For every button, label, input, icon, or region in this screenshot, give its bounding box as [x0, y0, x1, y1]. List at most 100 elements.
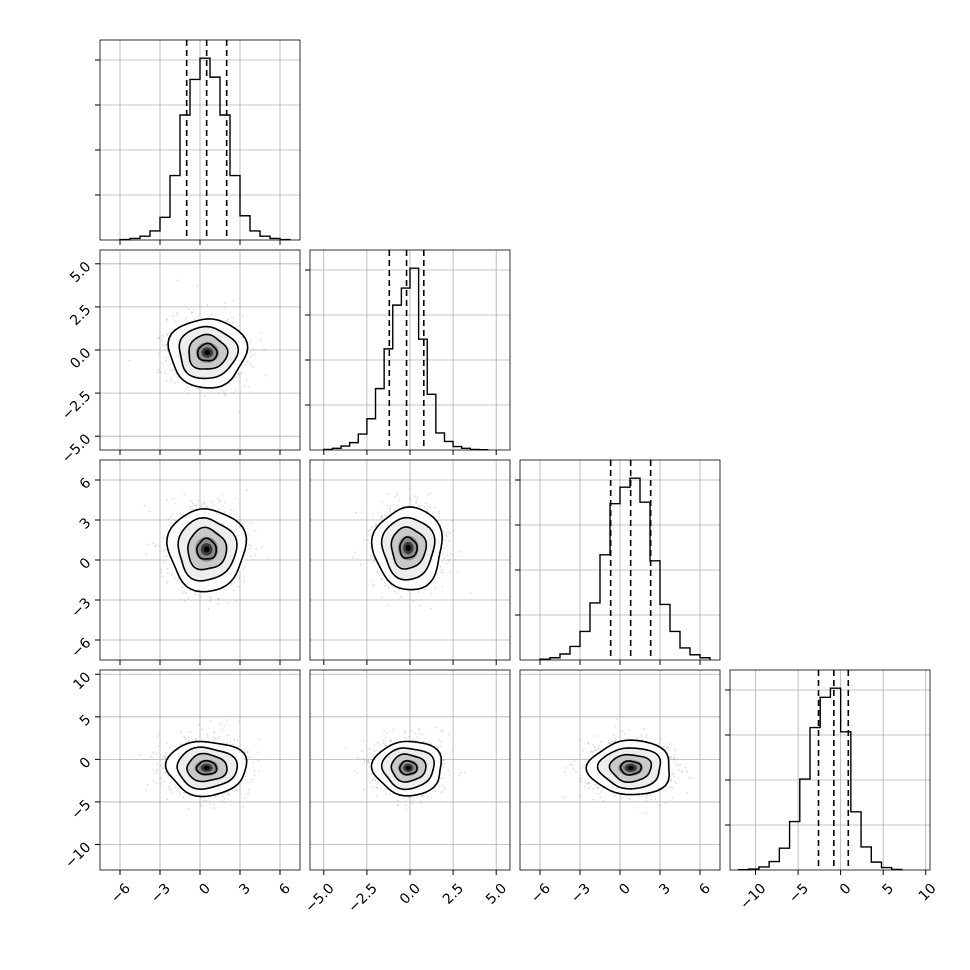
- scatter-point: [164, 772, 166, 775]
- scatter-point: [420, 505, 423, 508]
- scatter-point: [422, 794, 425, 797]
- scatter-point: [170, 572, 173, 575]
- scatter-point: [161, 537, 164, 539]
- scatter-point: [248, 385, 250, 388]
- density-fill: [627, 765, 634, 770]
- scatter-point: [168, 785, 171, 788]
- scatter-point: [176, 580, 179, 583]
- scatter-point: [459, 550, 462, 553]
- scatter-point: [388, 507, 391, 510]
- scatter-point: [368, 748, 371, 751]
- density-fill: [203, 546, 210, 553]
- scatter-point: [189, 507, 192, 510]
- y-tick-label: 3: [77, 515, 95, 533]
- scatter-point: [231, 316, 233, 319]
- scatter-point: [251, 365, 254, 368]
- scatter-point: [439, 570, 442, 573]
- scatter-point: [445, 562, 448, 565]
- scatter-point: [220, 386, 222, 389]
- scatter-point: [426, 795, 429, 798]
- scatter-point: [201, 728, 203, 731]
- scatter-point: [233, 589, 236, 592]
- contour-line: [380, 747, 436, 791]
- scatter-point: [415, 499, 418, 502]
- scatter-point: [441, 785, 444, 788]
- scatter-point: [161, 575, 164, 578]
- scatter-point: [375, 786, 378, 789]
- scatter-point: [408, 496, 411, 499]
- scatter-point: [419, 733, 422, 735]
- scatter-point: [199, 803, 202, 806]
- panel-frame: [729, 669, 931, 871]
- contour-line: [399, 759, 418, 776]
- scatter-point: [592, 751, 595, 754]
- scatter-point: [573, 759, 576, 762]
- x-tick-label: −10: [737, 881, 769, 913]
- contour-line: [195, 759, 218, 776]
- scatter-point: [681, 770, 683, 773]
- scatter-point: [237, 373, 240, 376]
- scatter-point: [448, 773, 451, 776]
- scatter-point: [445, 534, 448, 537]
- scatter-point: [252, 348, 255, 351]
- scatter-point: [429, 492, 432, 495]
- scatter-point: [673, 780, 676, 783]
- scatter-point: [162, 766, 164, 769]
- scatter-point: [430, 592, 433, 595]
- scatter-point: [423, 795, 425, 798]
- scatter-point: [614, 740, 616, 742]
- scatter-point: [232, 299, 235, 302]
- scatter-point: [155, 752, 158, 755]
- scatter-point: [150, 755, 153, 758]
- panel-content: [128, 279, 267, 413]
- scatter-point: [459, 771, 462, 774]
- scatter-point: [188, 795, 191, 798]
- scatter-point: [372, 778, 375, 781]
- scatter-point: [374, 523, 377, 525]
- scatter-point: [641, 795, 644, 798]
- x-tick-label: 5.0: [483, 881, 510, 908]
- scatter-point: [382, 729, 385, 732]
- scatter-point: [426, 508, 429, 511]
- scatter-point: [223, 801, 226, 804]
- scatter-point: [587, 741, 590, 744]
- scatter-point: [230, 582, 233, 585]
- scatter-point: [388, 508, 391, 511]
- scatter-point: [440, 777, 443, 779]
- scatter-point: [228, 793, 231, 796]
- joint-panel-0-2: [95, 459, 301, 665]
- scatter-point: [383, 514, 386, 517]
- scatter-point: [254, 553, 256, 556]
- y-tick-label: −5.0: [59, 431, 94, 466]
- scatter-point: [580, 781, 583, 784]
- scatter-point: [209, 600, 212, 603]
- scatter-point: [248, 543, 251, 546]
- scatter-point: [195, 504, 198, 507]
- scatter-point: [218, 508, 221, 511]
- scatter-point: [671, 786, 674, 789]
- scatter-point: [677, 769, 680, 772]
- density-fill: [405, 765, 411, 770]
- scatter-point: [371, 513, 374, 516]
- scatter-point: [172, 315, 175, 318]
- scatter-point: [409, 729, 412, 732]
- scatter-point: [166, 798, 169, 801]
- scatter-point: [196, 285, 199, 287]
- scatter-point: [220, 800, 222, 803]
- scatter-point: [438, 510, 441, 513]
- scatter-point: [439, 745, 442, 748]
- x-tick-label: −2.5: [345, 881, 380, 916]
- contour-line: [390, 526, 428, 570]
- scatter-point: [155, 782, 158, 785]
- scatter-point: [185, 321, 188, 324]
- scatter-point: [164, 344, 167, 347]
- scatter-point: [602, 799, 604, 802]
- scatter-point: [183, 791, 185, 794]
- scatter-point: [658, 742, 661, 744]
- scatter-point: [679, 763, 682, 766]
- scatter-point: [185, 737, 188, 740]
- x-tick-label: −3: [148, 881, 174, 907]
- scatter-point: [177, 788, 180, 791]
- scatter-point: [161, 343, 164, 346]
- scatter-point: [607, 739, 610, 741]
